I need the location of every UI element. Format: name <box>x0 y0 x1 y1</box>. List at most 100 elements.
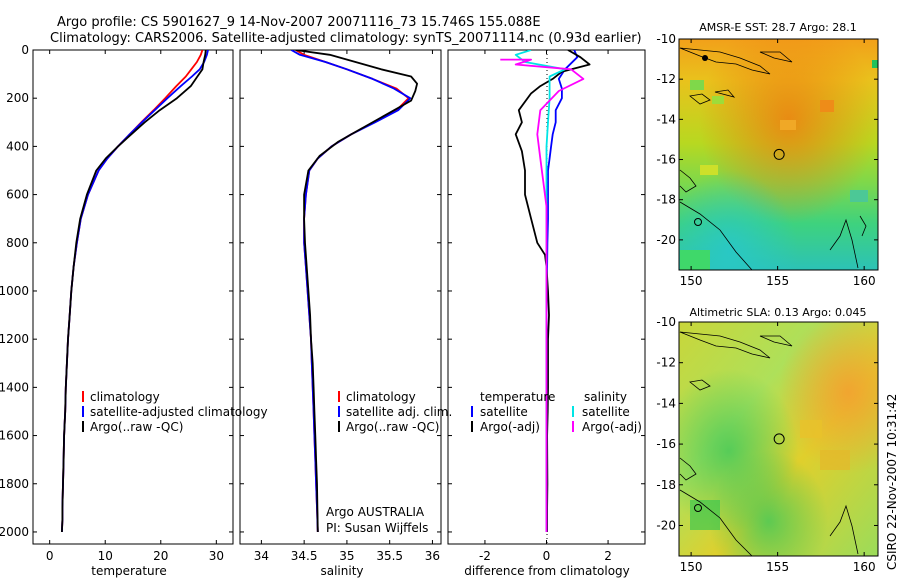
legend-swatch-argo <box>338 421 340 432</box>
float-owner-annotation: Argo AUSTRALIA <box>326 505 425 519</box>
difference-series-salinity-argo-adj <box>500 58 585 532</box>
depth-ytick-label: 1600 <box>0 429 29 443</box>
legend-label-temp-satellite: satellite <box>480 405 528 419</box>
sla-field <box>679 322 878 556</box>
sst_map-xtick-label: 155 <box>766 274 789 288</box>
sst_map-ytick-label: -12 <box>656 72 676 86</box>
legend-swatch-temp-satellite <box>471 406 473 417</box>
legend-swatch-argo <box>82 421 84 432</box>
temperature-panel: 0 10 20 30 0 200 400 600 800 1000 1200 1400 1600 1800… <box>0 43 268 578</box>
sst_map-ytick-label: -16 <box>656 153 676 167</box>
legend-swatch-climatology <box>82 391 84 402</box>
sla_map-ytick-label: -20 <box>656 518 676 532</box>
temperature-series-satellite-adjusted-climatology <box>61 50 209 533</box>
sla_map-ytick-label: -16 <box>656 437 676 451</box>
temperature-xtick-label: 20 <box>153 549 168 563</box>
depth-ytick-label: 600 <box>6 188 29 202</box>
salinity-plot-frame <box>239 49 442 545</box>
temperature-series-argo-raw-qc <box>61 50 207 533</box>
sla-profile-location-marker <box>773 433 785 445</box>
legend-label-satellite-adj: satellite adj. clim. <box>346 405 452 419</box>
difference-xtick-label: 2 <box>604 549 612 563</box>
difference-panel: -2 0 2 difference from climatology tempera… <box>447 49 646 578</box>
sst-map-frame <box>678 38 879 271</box>
difference-legend: temperature salinity satellite Argo(-adj… <box>471 390 642 434</box>
depth-ytick-label: 1400 <box>0 380 29 394</box>
legend-swatch-satellite-adjusted <box>82 406 84 417</box>
legend-label-argo: Argo(..raw -QC) <box>90 420 183 434</box>
salinity-series-argo-raw-qc <box>295 50 419 533</box>
difference-xtick-label: -2 <box>479 549 491 563</box>
figure-title-line2: Climatology: CARS2006. Satellite-adjuste… <box>50 31 642 46</box>
sst-map-title: AMSR-E SST: 28.7 Argo: 28.1 <box>699 21 857 34</box>
legend-salinity-header: salinity <box>584 390 627 404</box>
legend-swatch-sal-satellite <box>572 406 574 417</box>
salinity-panel: 34 34.5 35 35.5 36 salinity climatology sate… <box>239 49 452 578</box>
salinity-xtick-label: 34 <box>254 549 269 563</box>
sla-map: Altimetric SLA: 0.13 Argo: 0.045 150 155 1… <box>656 306 879 574</box>
depth-ytick-label: 1000 <box>0 284 29 298</box>
sla_map-ytick-label: -18 <box>656 478 676 492</box>
sla_map-xtick-label: 160 <box>853 560 876 574</box>
sst-field <box>679 39 878 270</box>
legend-label-sal-argo: Argo(-adj) <box>582 420 642 434</box>
legend-label-argo: Argo(..raw -QC) <box>346 420 439 434</box>
sla_map-xtick-label: 150 <box>680 560 703 574</box>
depth-ytick-label: 400 <box>6 139 29 153</box>
depth-ytick-label: 1800 <box>0 477 29 491</box>
sla_map-ytick-label: -14 <box>656 396 676 410</box>
legend-temperature-header: temperature <box>480 390 555 404</box>
sla-secondary-marker <box>694 504 702 512</box>
sst-map: AMSR-E SST: 28.7 Argo: 28.1 150 155 160- <box>656 21 879 288</box>
temperature-plot-frame <box>32 49 234 545</box>
temperature-xtick-label: 10 <box>98 549 113 563</box>
salinity-xtick-label: 36 <box>425 549 440 563</box>
salinity-xtick-label: 35 <box>339 549 354 563</box>
sla-map-frame <box>678 321 879 557</box>
salinity-series-climatology <box>295 50 410 533</box>
difference-xtick-label: 0 <box>543 549 551 563</box>
float-pi-annotation: PI: Susan Wijffels <box>326 521 428 535</box>
sst_map-ytick-label: -20 <box>656 233 676 247</box>
legend-label-climatology: climatology <box>346 390 416 404</box>
legend-swatch-temp-argo <box>471 421 473 432</box>
temperature-series-climatology <box>61 50 204 533</box>
salinity-xtick-label: 34.5 <box>291 549 318 563</box>
temperature-legend: climatology satellite-adjusted climatolo… <box>82 390 268 434</box>
sla_map-ytick-label: -10 <box>656 315 676 329</box>
sst-coastline <box>679 47 867 270</box>
depth-ytick-label: 0 <box>21 43 29 57</box>
difference-series-salinity-satellite <box>514 50 566 532</box>
legend-label-climatology: climatology <box>90 390 160 404</box>
temperature-xlabel: temperature <box>91 564 166 578</box>
legend-swatch-climatology <box>338 391 340 402</box>
salinity-legend: climatology satellite adj. clim. Argo(..… <box>338 390 452 434</box>
temperature-xtick-label: 30 <box>209 549 224 563</box>
difference-series-temperature-argo-adj <box>514 50 591 532</box>
difference-series-temperature-satellite <box>545 50 579 532</box>
salinity-xtick-label: 35.5 <box>376 549 403 563</box>
sst-profile-location-marker <box>773 148 785 160</box>
sla_map-xtick-label: 155 <box>766 560 789 574</box>
sst-land-blob <box>702 55 708 61</box>
salinity-xlabel: salinity <box>320 564 363 578</box>
credit-text: CSIRO 22-Nov-2007 10:31:42 <box>885 394 899 570</box>
legend-swatch-satellite-adj <box>338 406 340 417</box>
temperature-xtick-label: 0 <box>46 549 54 563</box>
legend-label-sal-satellite: satellite <box>582 405 630 419</box>
depth-ytick-label: 800 <box>6 236 29 250</box>
depth-ytick-label: 2000 <box>0 525 29 539</box>
sla_map-ytick-label: -12 <box>656 356 676 370</box>
figure-title-line1: Argo profile: CS 5901627_9 14-Nov-2007 2… <box>57 15 541 30</box>
sst_map-ytick-label: -18 <box>656 193 676 207</box>
legend-label-temp-argo: Argo(-adj) <box>480 420 540 434</box>
sst_map-xtick-label: 160 <box>853 274 876 288</box>
depth-ytick-label: 1200 <box>0 332 29 346</box>
difference-xlabel: difference from climatology <box>464 564 630 578</box>
legend-label-satellite-adjusted: satellite-adjusted climatology <box>90 405 268 419</box>
legend-swatch-sal-argo <box>572 421 574 432</box>
sst_map-ytick-label: -10 <box>656 32 676 46</box>
depth-ytick-label: 200 <box>6 91 29 105</box>
sla-coastline <box>679 331 859 556</box>
